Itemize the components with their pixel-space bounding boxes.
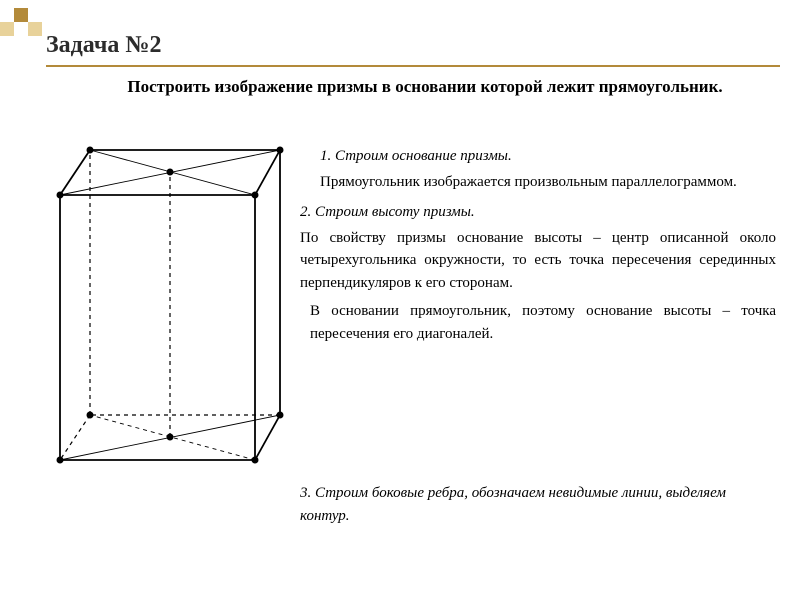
- step1-body: Прямоугольник изображается произвольным …: [300, 171, 776, 194]
- step2-heading: 2. Строим высоту призмы.: [300, 204, 776, 221]
- problem-subtitle: Построить изображение призмы в основании…: [70, 76, 780, 99]
- step1-num: 1.: [320, 148, 331, 164]
- title-bar: Задача №2: [46, 32, 780, 67]
- problem-title: Задача №2: [46, 32, 162, 58]
- content: 1. Строим основание призмы. Прямоугольни…: [300, 138, 776, 351]
- step2-body: По свойству призмы основание высоты – це…: [300, 227, 776, 295]
- step2-body2: В основании прямоугольник, поэтому основ…: [300, 300, 776, 345]
- step1-heading: 1. Строим основание призмы.: [300, 148, 776, 165]
- prism-diagram: [30, 130, 290, 470]
- step1-label: Строим основание призмы.: [335, 148, 512, 164]
- step3-heading: 3. Строим боковые ребра, обозначаем неви…: [300, 482, 776, 527]
